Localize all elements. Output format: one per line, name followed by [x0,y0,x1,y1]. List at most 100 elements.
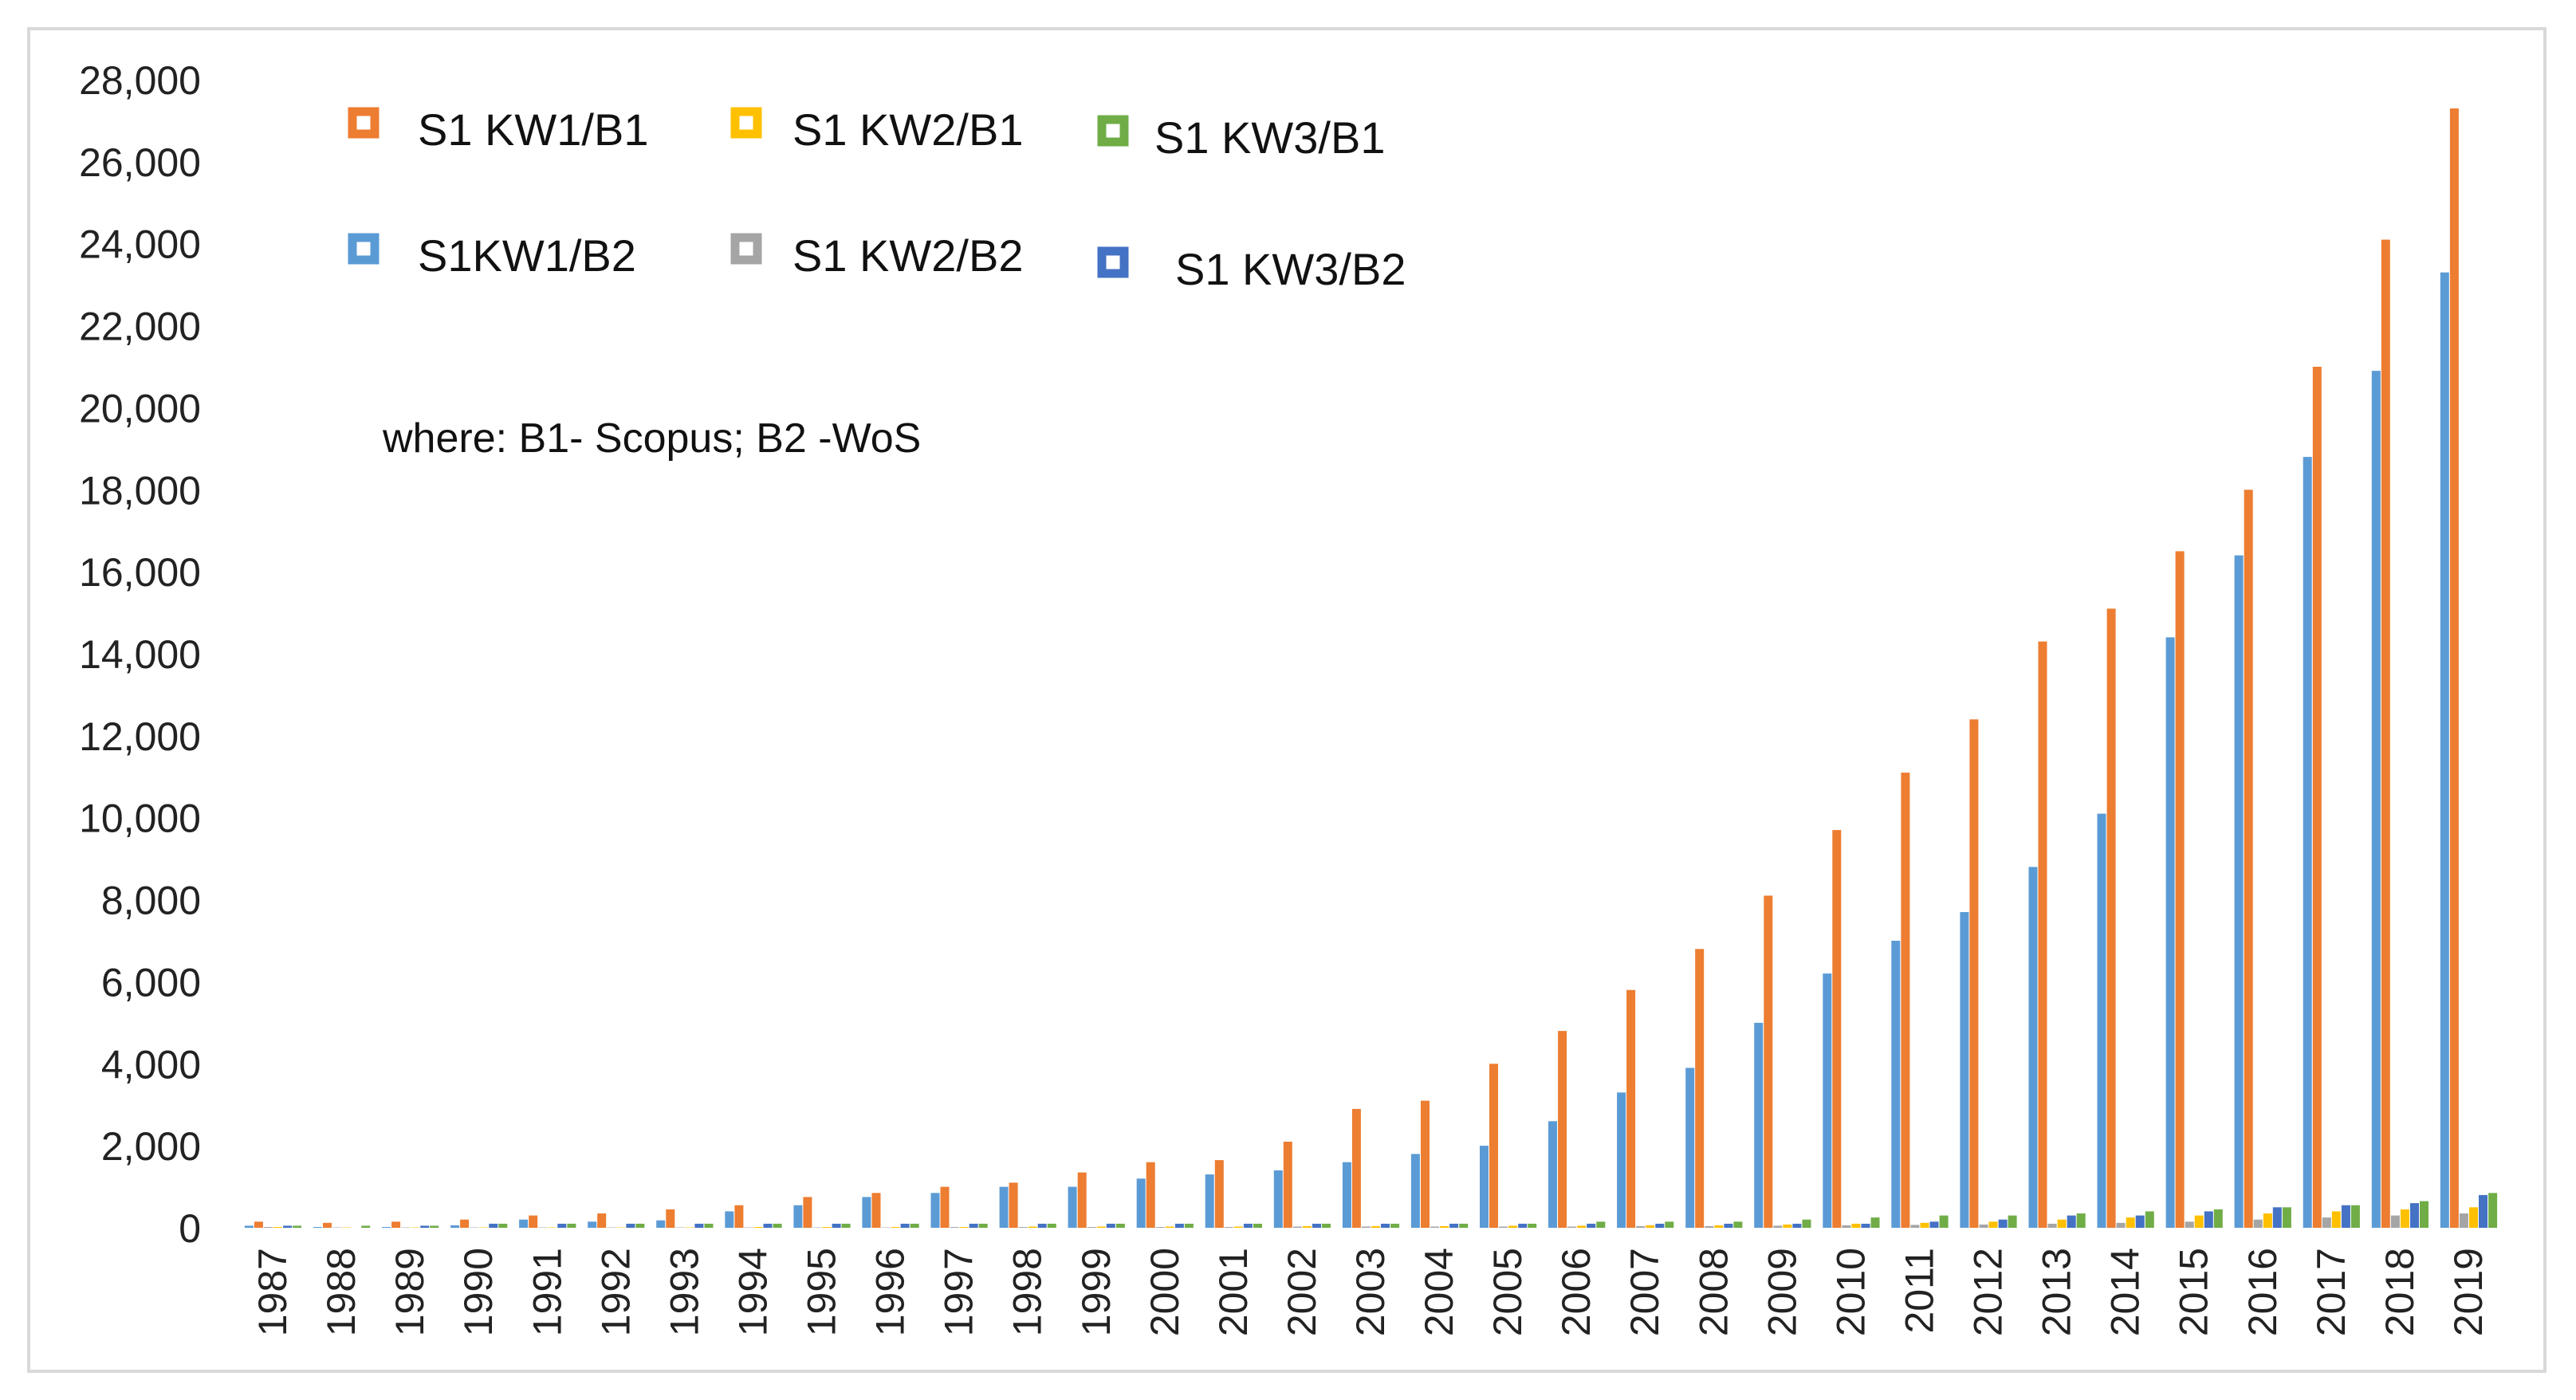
bar-s1kw1-b2-2014 [2097,813,2106,1228]
bar-s1kw1-b2-1996 [862,1197,871,1228]
y-tick-label: 14,000 [79,632,201,677]
bar-s1kw1-b2-2015 [2165,637,2175,1228]
bar-s1-kw2-b2-2015 [2185,1221,2194,1228]
bar-s1-kw3-b1-2000 [1184,1223,1194,1228]
bar-s1-kw2-b2-2000 [1155,1227,1165,1228]
legend-marker [730,107,762,139]
bar-s1-kw1-b1-2016 [2244,490,2253,1228]
bar-s1kw1-b2-1992 [588,1221,597,1228]
legend: S1 KW1/B1 S1 KW2/B1 S1 KW3/B1 S1KW1/B2 S1 KW… [348,104,1406,294]
bar-s1-kw2-b1-2002 [1302,1225,1312,1228]
bar-s1-kw2-b1-2013 [2057,1219,2067,1228]
source-note: where: B1- Scopus; B2 -WoS [382,415,921,462]
bar-s1-kw2-b2-2008 [1705,1225,1714,1228]
bar-s1kw1-b2-1987 [244,1225,254,1228]
x-tick-label: 2014 [2103,1248,2148,1336]
bar-s1-kw2-b1-2011 [1920,1222,1929,1228]
bar-s1-kw2-b1-2000 [1165,1226,1174,1228]
y-tick-label: 10,000 [79,796,201,841]
y-tick-label: 28,000 [79,58,201,103]
bar-s1-kw3-b1-2014 [2145,1211,2154,1228]
bar-s1-kw3-b1-1993 [704,1223,714,1228]
bar-s1-kw3-b2-2007 [1655,1223,1665,1228]
bar-s1-kw3-b2-2000 [1174,1223,1184,1228]
bar-s1-kw3-b1-1990 [498,1223,508,1228]
y-tick-label: 6,000 [101,960,201,1005]
bar-s1-kw2-b2-1996 [881,1227,891,1228]
bar-s1-kw3-b1-1998 [1047,1223,1056,1228]
bar-s1-kw2-b1-2001 [1233,1226,1243,1228]
bar-s1-kw2-b1-2005 [1508,1225,1518,1228]
x-tick-label: 1992 [593,1248,638,1336]
bar-s1kw1-b2-2017 [2303,457,2312,1228]
bar-s1-kw3-b2-1989 [420,1225,430,1228]
bar-s1-kw3-b2-2019 [2479,1194,2488,1228]
x-tick-label: 1991 [525,1248,569,1336]
bar-s1-kw3-b2-1996 [900,1223,910,1228]
bar-s1-kw2-b2-1998 [1018,1227,1028,1228]
bar-s1-kw2-b2-2004 [1430,1226,1439,1228]
bar-s1-kw2-b1-1999 [1096,1226,1106,1228]
x-tick-label: 1989 [387,1248,432,1336]
bar-s1kw1-b2-2012 [1960,912,1969,1228]
bar-s1-kw1-b1-2000 [1146,1162,1155,1228]
x-tick-label: 2004 [1417,1248,1461,1336]
bar-s1-kw3-b2-2017 [2341,1205,2350,1228]
bar-s1-kw2-b2-2007 [1636,1225,1646,1228]
bar-s1-kw2-b2-2012 [1979,1224,1988,1228]
y-tick-label: 8,000 [101,879,201,923]
x-tick-label: 1988 [319,1248,364,1336]
bar-s1-kw3-b1-1991 [567,1223,576,1228]
bar-s1-kw1-b1-2015 [2175,551,2185,1228]
bar-s1-kw2-b2-2006 [1567,1226,1577,1228]
bar-s1-kw1-b1-1994 [734,1205,744,1228]
bar-s1-kw2-b2-2019 [2459,1213,2468,1228]
bar-s1-kw1-b1-2018 [2381,239,2390,1229]
bar-s1-kw2-b1-2012 [1988,1221,1998,1228]
bar-s1-kw2-b2-1988 [332,1227,341,1228]
bar-s1-kw2-b2-1990 [470,1227,479,1228]
bar-s1kw1-b2-1994 [725,1211,734,1228]
x-tick-label: 1993 [662,1248,706,1336]
bar-s1-kw2-b2-2001 [1224,1227,1233,1228]
bar-s1kw1-b2-2000 [1136,1178,1146,1228]
bar-s1-kw3-b1-1987 [293,1225,302,1228]
bar-s1kw1-b2-2009 [1754,1022,1764,1228]
bar-s1-kw3-b1-2018 [2420,1201,2429,1228]
bar-s1-kw1-b1-2002 [1283,1142,1292,1228]
bar-s1-kw2-b1-2015 [2194,1215,2204,1228]
bar-s1-kw2-b2-2016 [2253,1219,2263,1228]
x-tick-label: 2003 [1348,1248,1393,1336]
y-tick-label: 20,000 [79,386,201,431]
y-tick-label: 16,000 [79,550,201,595]
y-tick-label: 26,000 [79,140,201,185]
bar-s1-kw3-b2-2013 [2067,1215,2076,1228]
x-tick-label: 1990 [456,1248,501,1336]
legend-label: S1 KW3/B2 [1175,244,1406,294]
x-tick-label: 2007 [1622,1248,1667,1336]
bar-s1-kw3-b2-1994 [763,1223,773,1228]
bar-s1-kw1-b1-2004 [1421,1100,1430,1228]
bar-s1-kw1-b1-2007 [1626,989,1636,1228]
bar-s1kw1-b2-2016 [2234,555,2244,1228]
bar-s1-kw3-b1-2011 [1939,1215,1949,1228]
bar-s1-kw3-b1-2008 [1733,1221,1743,1228]
legend-marker [348,107,380,139]
bar-s1-kw3-b2-2009 [1792,1223,1802,1228]
legend-marker [348,233,380,265]
bar-s1-kw2-b2-1993 [675,1227,685,1228]
bar-s1-kw3-b1-2003 [1390,1223,1400,1228]
bar-s1kw1-b2-2018 [2371,371,2381,1229]
x-tick-label: 1987 [250,1248,295,1336]
x-tick-label: 1999 [1074,1248,1119,1336]
bar-s1-kw3-b1-2004 [1459,1223,1469,1228]
legend-marker [1097,115,1129,147]
bar-s1-kw3-b2-1987 [283,1225,293,1228]
bar-s1-kw3-b2-2002 [1312,1223,1321,1228]
y-tick-label: 18,000 [79,468,201,513]
bar-s1-kw3-b2-2014 [2135,1215,2145,1228]
bar-s1-kw2-b2-2018 [2390,1215,2400,1228]
bar-s1-kw2-b2-2003 [1362,1226,1371,1228]
bar-s1-kw2-b2-1989 [401,1227,411,1228]
